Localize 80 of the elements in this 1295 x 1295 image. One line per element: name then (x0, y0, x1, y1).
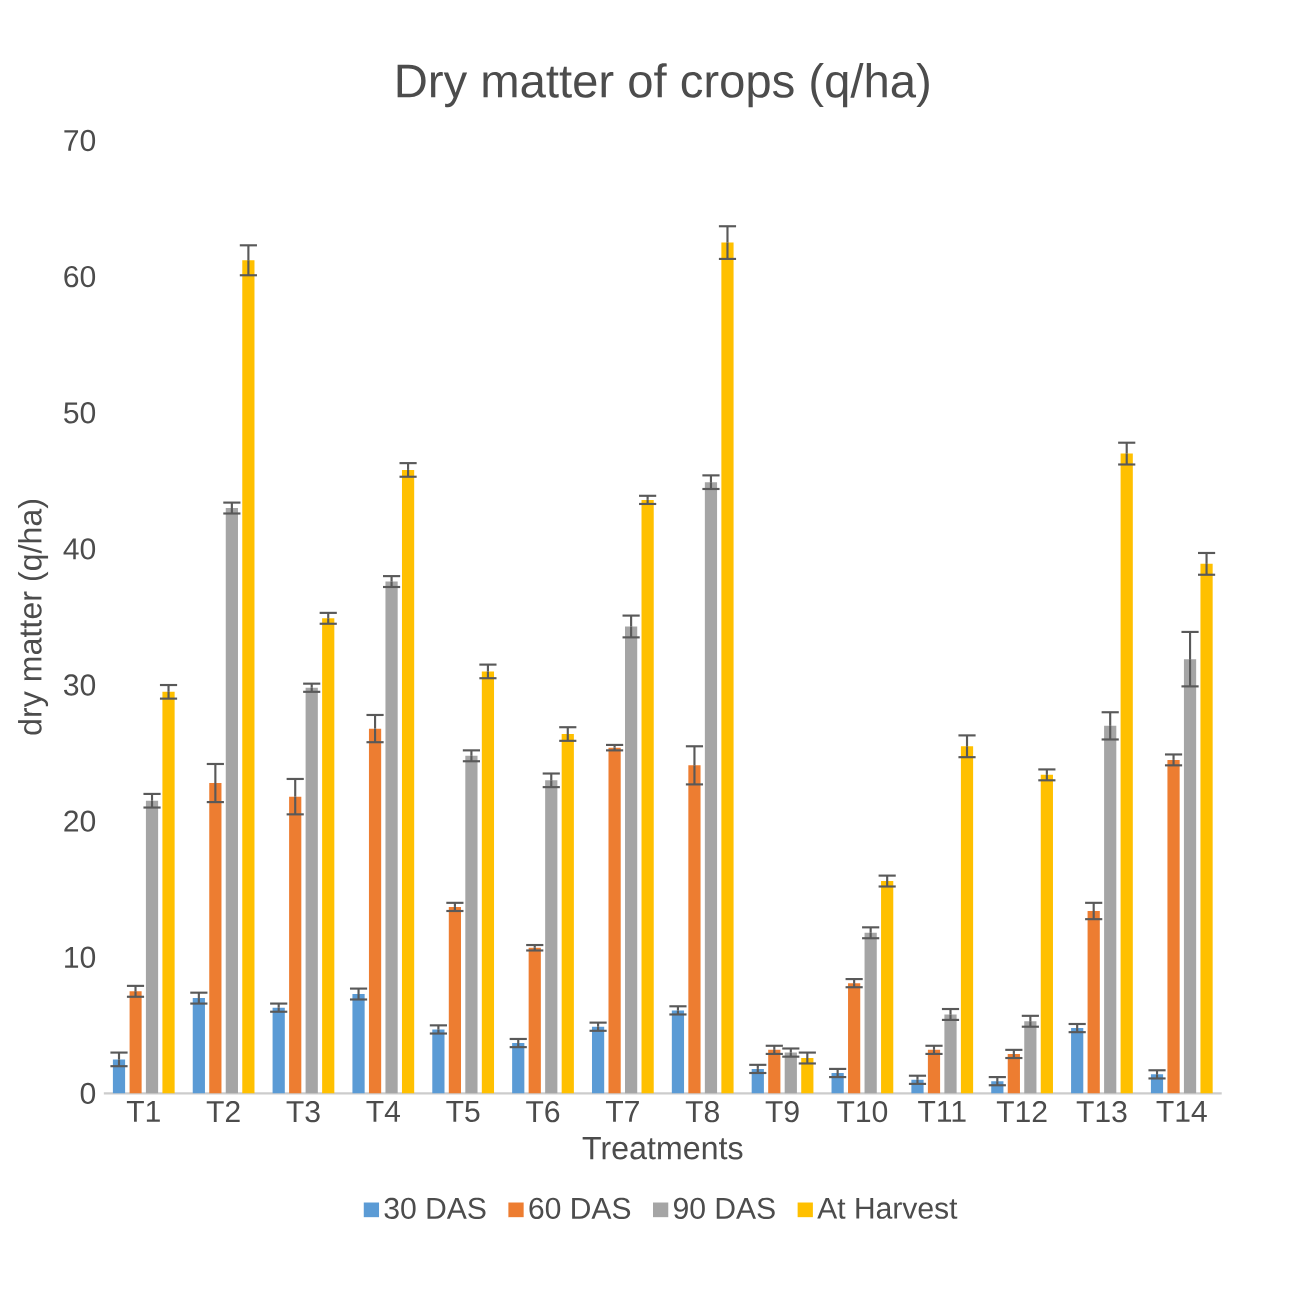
x-tick-label: T10 (837, 1100, 888, 1123)
bar (209, 783, 222, 1094)
bar (225, 508, 238, 1094)
bar (1007, 1053, 1020, 1094)
y-tick-label: 10 (65, 946, 96, 968)
bar (1040, 774, 1053, 1094)
bar (688, 765, 701, 1094)
bar (881, 881, 894, 1094)
y-tick-label: 50 (64, 402, 96, 424)
bar (1120, 453, 1133, 1094)
x-tick-label: T13 (1076, 1100, 1127, 1123)
bar (129, 991, 142, 1094)
bar (751, 1068, 764, 1094)
bar (704, 482, 718, 1094)
x-tick-label: T12 (996, 1100, 1047, 1122)
bar (512, 1043, 525, 1094)
bar (944, 1014, 957, 1094)
x-tick-label: T6 (526, 1100, 560, 1123)
bar (481, 671, 495, 1094)
chart-title: Dry matter of crops (q/ha) (397, 63, 929, 108)
bar (545, 780, 558, 1094)
x-tick-label: T2 (206, 1100, 240, 1122)
bar (561, 734, 574, 1094)
y-tick-label: 70 (64, 129, 96, 152)
y-tick-label: 30 (63, 674, 96, 696)
bar (960, 746, 974, 1094)
legend-label: 30 DAS (384, 1197, 486, 1220)
bar (1087, 911, 1100, 1094)
bar (385, 581, 398, 1094)
x-tick-label: T1 (126, 1101, 160, 1122)
y-tick-label: 60 (64, 265, 96, 288)
bar (768, 1049, 781, 1094)
y-tick-label: 20 (64, 810, 96, 832)
bar (1200, 563, 1213, 1094)
bar (864, 932, 877, 1094)
y-tick-label: 40 (63, 538, 96, 560)
bar (112, 1059, 126, 1094)
bar (289, 796, 302, 1094)
bar (848, 983, 861, 1094)
x-tick-label: T11 (918, 1101, 966, 1122)
bar (1183, 659, 1197, 1094)
bar (927, 1049, 941, 1094)
legend-label: At Harvest (817, 1197, 958, 1219)
x-tick-label: T8 (685, 1100, 719, 1123)
bar (1024, 1021, 1037, 1094)
bar (625, 626, 638, 1094)
bar (1104, 725, 1117, 1094)
bar (162, 691, 175, 1094)
bar (721, 242, 734, 1094)
bar (272, 1007, 285, 1094)
y-axis-title: dry matter (q/ha) (18, 499, 49, 735)
bar (448, 906, 462, 1094)
x-tick-label: T5 (446, 1101, 480, 1122)
legend-label: 60 DAS (529, 1197, 631, 1220)
bar (192, 998, 205, 1094)
y-tick-label: 0 (80, 1082, 96, 1105)
x-tick-label: T3 (286, 1100, 320, 1123)
x-tick-label: T9 (765, 1100, 799, 1123)
bar (1071, 1028, 1084, 1094)
bar (641, 499, 654, 1094)
bar (145, 800, 159, 1094)
bar (591, 1026, 605, 1094)
bar (784, 1052, 797, 1094)
bar (432, 1029, 445, 1094)
bar (1167, 759, 1180, 1094)
bar (352, 994, 365, 1094)
legend-label: 90 DAS (673, 1197, 775, 1220)
x-tick-label: T14 (1156, 1101, 1207, 1122)
bar (242, 260, 255, 1094)
x-tick-label: T7 (605, 1101, 639, 1122)
x-axis-title: Treatments (582, 1137, 743, 1160)
bar (368, 728, 382, 1094)
bar (465, 755, 478, 1094)
bar (401, 469, 415, 1094)
bar (305, 687, 318, 1094)
bar (322, 618, 335, 1094)
bar (608, 747, 621, 1094)
x-tick-label: T4 (366, 1101, 400, 1122)
bar (528, 947, 541, 1094)
bar (671, 1010, 685, 1094)
